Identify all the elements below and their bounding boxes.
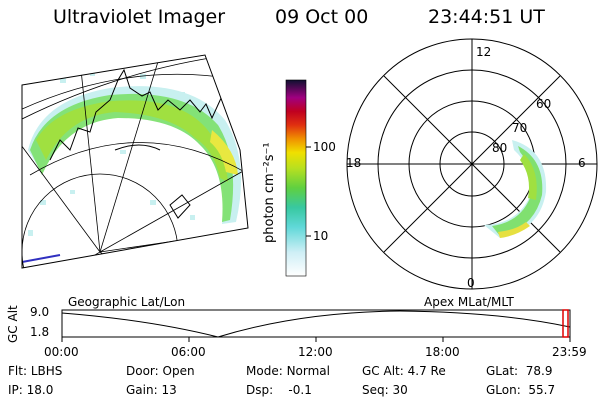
timeline-xtick-2359: 23:59 — [552, 345, 587, 359]
geo-plot — [22, 55, 248, 268]
polar-plot — [346, 38, 598, 290]
colorbar-unit-label: photon cm⁻²s⁻¹ — [262, 142, 277, 243]
info-seq: Seq: 30 — [362, 383, 408, 397]
info-glat: GLat: 78.9 — [486, 364, 553, 378]
info-gc-alt: GC Alt: 4.7 Re — [362, 364, 446, 378]
colorbar-tick-100: 100 — [313, 140, 336, 154]
info-dsp: Dsp: -0.1 — [246, 383, 312, 397]
info-ip: IP: 18.0 — [8, 383, 54, 397]
info-gain: Gain: 13 — [126, 383, 177, 397]
timeline-ytick-1-8: 1.8 — [30, 325, 50, 339]
coastline — [49, 68, 241, 161]
timeline-current-marker — [562, 309, 569, 338]
mlt-label-0: 0 — [467, 276, 475, 290]
polar-aurora — [484, 140, 547, 238]
info-flt: Flt: LBHS — [8, 364, 63, 378]
mlt-label-18: 18 — [346, 156, 362, 170]
colorbar — [285, 79, 307, 277]
timeline-frame — [61, 309, 571, 338]
geo-aurora-core — [36, 100, 228, 182]
coastline — [22, 254, 61, 263]
info-door: Door: Open — [126, 364, 195, 378]
info-mode: Mode: Normal — [246, 364, 330, 378]
geo-frame — [21, 54, 249, 269]
time-label: 23:44:51 UT — [428, 6, 545, 28]
lat-label-60: 60 — [536, 97, 552, 111]
timeline-xtick-0000: 00:00 — [44, 345, 79, 359]
coastline — [114, 144, 161, 151]
coastline — [149, 254, 176, 263]
geo-aurora-bright — [210, 130, 238, 175]
timeline-ytick-9: 9.0 — [30, 305, 50, 319]
geo-speckle — [28, 72, 195, 236]
timeline-ticks — [61, 337, 571, 342]
info-glon: GLon: 55.7 — [486, 383, 556, 397]
colorbar-tick-10: 10 — [313, 229, 329, 243]
polar-plot-label: Apex MLat/MLT — [424, 295, 514, 309]
timeline-altitude-curve — [61, 310, 571, 338]
lat-label-80: 80 — [492, 141, 508, 155]
timeline-xtick-0600: 06:00 — [171, 345, 206, 359]
colorbar-ticks — [306, 146, 311, 237]
timeline-axis-label: GC Alt — [6, 305, 20, 343]
coastline — [169, 194, 191, 219]
app-title: Ultraviolet Imager — [53, 6, 226, 28]
timeline-xtick-1200: 12:00 — [298, 345, 333, 359]
mlt-label-6: 6 — [578, 156, 586, 170]
date-label: 09 Oct 00 — [275, 6, 369, 28]
geo-plot-label: Geographic Lat/Lon — [68, 295, 186, 309]
mlt-label-12: 12 — [476, 45, 492, 59]
timeline-xtick-1800: 18:00 — [425, 345, 460, 359]
lat-label-70: 70 — [512, 121, 528, 135]
